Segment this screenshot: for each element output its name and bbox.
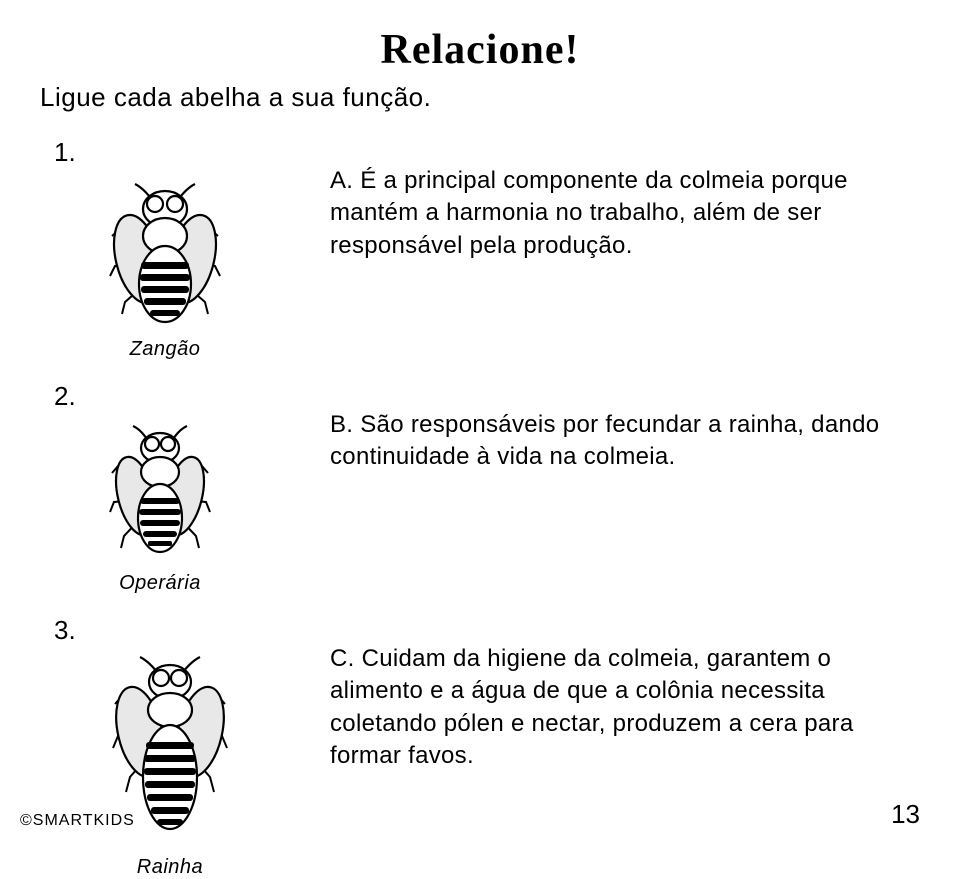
item-number: 3. [54,615,76,646]
bee-label: Zangão [130,338,201,361]
copyright-text: ©SMARTKIDS [20,812,135,830]
item-number: 1. [54,137,76,168]
bee-label: Operária [119,572,201,595]
bee-worker-icon [90,418,230,568]
description-b: B. São responsáveis por fecundar a rainh… [330,409,890,474]
description-a: A. É a principal componente da colmeia p… [330,165,890,262]
match-row-3: 3. [40,615,920,879]
match-row-2: 2. [40,381,920,595]
bee-drone-icon [90,174,240,334]
bee-label: Rainha [137,856,203,879]
page-footer: ©SMARTKIDS 13 [20,799,920,830]
description-c: C. Cuidam da higiene da colmeia, garante… [330,643,890,773]
page-number: 13 [891,799,920,830]
instruction-text: Ligue cada abelha a sua função. [40,82,920,113]
item-number: 2. [54,381,76,412]
page-title: Relacione! [40,26,920,74]
match-row-1: 1. [40,137,920,361]
